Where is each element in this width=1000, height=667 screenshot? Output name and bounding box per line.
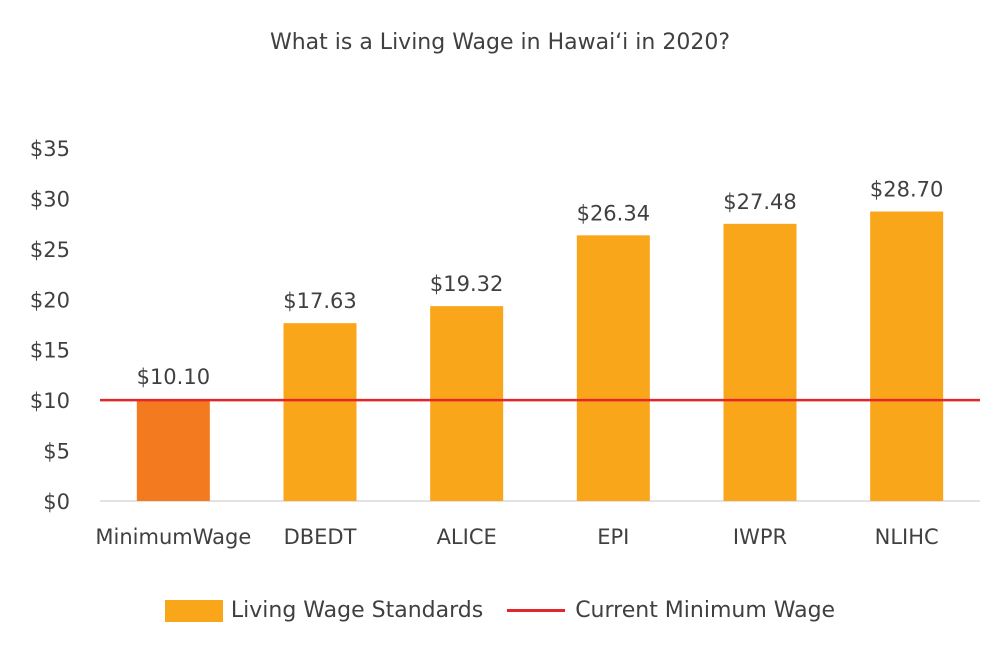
bar bbox=[576, 235, 650, 501]
legend-item-minimum-wage: Current Minimum Wage bbox=[507, 598, 835, 623]
legend-item-living-wage: Living Wage Standards bbox=[164, 598, 484, 623]
data-label: $10.10 bbox=[137, 365, 210, 389]
x-tick-label: DBEDT bbox=[284, 525, 357, 549]
x-tick-label: IWPR bbox=[733, 525, 787, 549]
bar bbox=[430, 306, 504, 501]
x-tick-label: NLIHC bbox=[875, 525, 939, 549]
bar bbox=[870, 211, 944, 502]
y-tick-label: $25 bbox=[30, 238, 70, 262]
y-tick-label: $0 bbox=[43, 490, 70, 514]
legend-swatch-bar bbox=[164, 599, 223, 622]
y-tick-label: $10 bbox=[30, 389, 70, 413]
data-label: $17.63 bbox=[283, 289, 356, 313]
y-tick-label: $15 bbox=[30, 339, 70, 363]
data-label: $19.32 bbox=[430, 272, 503, 296]
bar bbox=[136, 399, 210, 501]
y-tick-label: $35 bbox=[30, 137, 70, 161]
y-tick-label: $30 bbox=[30, 187, 70, 211]
x-tick-label: MinimumWage bbox=[95, 525, 251, 549]
data-label: $26.34 bbox=[577, 201, 650, 225]
data-label: $28.70 bbox=[870, 178, 943, 202]
y-tick-label: $5 bbox=[43, 440, 70, 464]
legend-label-living-wage: Living Wage Standards bbox=[230, 598, 484, 623]
bar bbox=[723, 223, 797, 501]
legend-swatch-line bbox=[507, 609, 566, 612]
legend: Living Wage Standards Current Minimum Wa… bbox=[0, 598, 1000, 623]
bar bbox=[283, 323, 357, 501]
legend-label-minimum-wage: Current Minimum Wage bbox=[575, 598, 836, 623]
x-tick-label: ALICE bbox=[437, 525, 497, 549]
y-tick-label: $20 bbox=[30, 288, 70, 312]
x-tick-label: EPI bbox=[597, 525, 629, 549]
data-label: $27.48 bbox=[723, 190, 796, 214]
chart-title: What is a Living Wage in Hawai‘i in 2020… bbox=[269, 30, 731, 55]
